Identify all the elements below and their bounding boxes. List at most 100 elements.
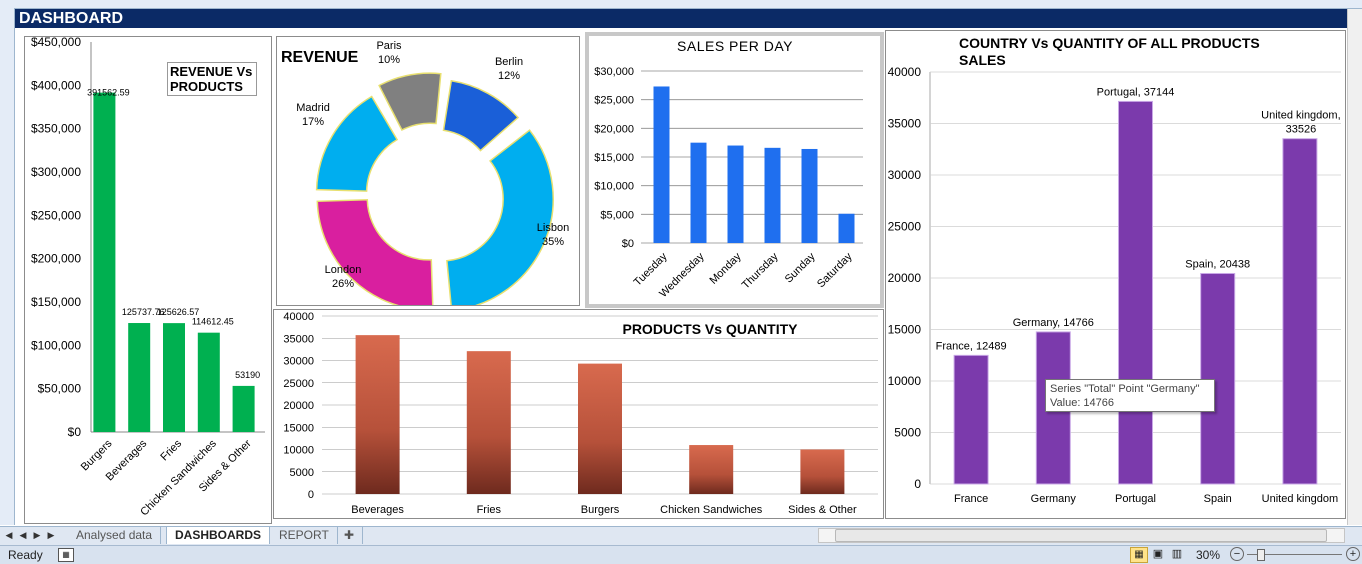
donut-slice — [378, 72, 442, 132]
horizontal-scroll-thumb[interactable] — [835, 529, 1327, 542]
y-tick-label: 25000 — [283, 378, 314, 390]
page-break-icon[interactable]: ▥ — [1171, 548, 1183, 560]
slice-label: Lisbon — [537, 222, 569, 234]
y-tick-label: 40000 — [283, 311, 314, 323]
data-label: 391562.59 — [87, 88, 130, 98]
first-sheet-icon[interactable]: ◀ — [5, 530, 13, 540]
tooltip-value: Value: 14766 — [1050, 397, 1115, 409]
bar — [466, 351, 511, 494]
y-tick-label: $200,000 — [31, 252, 81, 266]
zoom-slider-thumb[interactable] — [1257, 549, 1265, 561]
data-label: 53190 — [235, 370, 260, 380]
y-tick-label: 10000 — [283, 445, 314, 457]
x-tick-label: Spain — [1204, 493, 1232, 505]
x-tick-label: Germany — [1031, 493, 1077, 505]
last-sheet-icon[interactable]: ▶ — [47, 530, 55, 540]
slice-percent: 10% — [378, 54, 400, 66]
next-sheet-icon[interactable]: ▶ — [33, 530, 41, 540]
revenue-products-title: REVENUE Vs PRODUCTS — [167, 62, 257, 96]
x-tick-label: Burgers — [581, 504, 620, 516]
donut-slice — [316, 199, 434, 311]
y-tick-label: 0 — [914, 477, 921, 491]
dashboard-title: DASHBOARD — [15, 9, 1347, 28]
tab-analysed-data[interactable]: Analysed data — [68, 527, 162, 544]
bar — [953, 354, 989, 485]
zoom-in-icon[interactable]: + — [1346, 547, 1360, 561]
vertical-scrollbar[interactable] — [1347, 9, 1362, 525]
y-tick-label: $15,000 — [594, 152, 634, 164]
data-label: 33526 — [1286, 124, 1317, 136]
chart-title: REVENUE — [281, 49, 359, 66]
data-label: 114612.45 — [192, 317, 234, 327]
y-tick-label: $300,000 — [31, 165, 81, 179]
slice-percent: 26% — [332, 278, 354, 290]
tab-dashboards[interactable]: DASHBOARDS — [166, 527, 271, 544]
x-tick-label: Tuesday — [632, 250, 670, 288]
title-line-2: PRODUCTS — [170, 79, 243, 94]
products-quantity-chart[interactable]: PRODUCTS Vs QUANTITY 0 5000 10000 15000 20000… — [273, 309, 884, 519]
data-label: Spain, 20438 — [1185, 258, 1250, 270]
country-quantity-chart[interactable]: COUNTRY Vs QUANTITY OF ALL PRODUCTS SALES… — [885, 30, 1346, 519]
zoom-level[interactable]: 30% — [1196, 548, 1221, 562]
bar — [653, 86, 670, 243]
y-tick-label: 35000 — [888, 117, 922, 131]
x-tick-label: Fries — [158, 437, 184, 463]
bar — [764, 147, 781, 243]
insert-sheet-icon[interactable]: ✚ — [336, 527, 363, 544]
y-tick-label: 30000 — [283, 356, 314, 368]
bar — [578, 363, 622, 494]
data-label: 125626.57 — [157, 307, 200, 317]
tab-report[interactable]: REPORT — [271, 527, 338, 544]
bar — [800, 449, 845, 494]
zoom-slider-track[interactable] — [1247, 554, 1342, 555]
chart-title: SALES PER DAY — [677, 38, 793, 54]
data-label: France, 12489 — [936, 340, 1007, 352]
prev-sheet-icon[interactable]: ◀ — [19, 530, 27, 540]
bar — [727, 145, 744, 243]
x-tick-label: Fries — [477, 504, 502, 516]
bar — [93, 92, 116, 432]
normal-view-icon[interactable]: ▦ — [1130, 547, 1148, 563]
x-tick-label: Thursday — [740, 250, 781, 291]
y-tick-label: $0 — [68, 425, 82, 439]
revenue-donut-svg: REVENUE Berlin 12% Lisbon 35% London 26% Madrid… — [281, 40, 569, 312]
row-header-strip[interactable] — [0, 8, 15, 525]
slice-percent: 35% — [542, 236, 564, 248]
sales-per-day-svg: SALES PER DAY $0 $5,000 $10,000 $15,000 $20,0… — [594, 38, 863, 300]
revenue-donut-chart[interactable]: REVENUE Berlin 12% Lisbon 35% London 26% Madrid… — [276, 36, 580, 312]
page-layout-icon[interactable]: ▣ — [1152, 548, 1164, 560]
donut-slice — [315, 95, 399, 192]
x-tick-label: Portugal — [1115, 493, 1156, 505]
zoom-out-icon[interactable]: − — [1230, 547, 1244, 561]
sales-per-day-chart[interactable]: SALES PER DAY $0 $5,000 $10,000 $15,000 $20,0… — [585, 32, 884, 308]
slice-percent: 12% — [498, 70, 520, 82]
x-tick-label: Sides & Other — [788, 504, 857, 516]
chart-tooltip: Series "Total" Point "Germany" Value: 14… — [1045, 379, 1215, 412]
y-tick-label: $5,000 — [600, 209, 634, 221]
x-tick-label: Chicken Sandwiches — [660, 504, 763, 516]
status-ready: Ready — [8, 548, 43, 562]
slice-label: Paris — [376, 40, 402, 52]
y-tick-label: 0 — [308, 489, 314, 501]
x-tick-label: France — [954, 493, 988, 505]
x-tick-label: Monday — [707, 250, 744, 287]
bar — [128, 323, 151, 432]
y-tick-label: $50,000 — [38, 382, 82, 396]
slice-percent: 17% — [302, 116, 324, 128]
macro-record-icon[interactable]: ▦ — [58, 548, 74, 562]
revenue-products-chart[interactable]: $0 $50,000 $100,000 $150,000 $200,000 $250,00… — [24, 35, 272, 524]
y-tick-label: $30,000 — [594, 66, 634, 78]
y-tick-label: 30000 — [888, 168, 922, 182]
revenue-products-svg: $0 $50,000 $100,000 $150,000 $200,000 $250,00… — [31, 35, 265, 518]
y-tick-label: $20,000 — [594, 123, 634, 135]
y-tick-label: 15000 — [888, 323, 922, 337]
y-tick-label: 10000 — [888, 374, 922, 388]
column-header-strip[interactable] — [0, 0, 1362, 9]
y-tick-label: $0 — [622, 238, 634, 250]
data-label: Germany, 14766 — [1013, 317, 1094, 329]
country-quantity-svg: COUNTRY Vs QUANTITY OF ALL PRODUCTSSALES… — [888, 35, 1341, 505]
bar — [197, 332, 220, 432]
donut-slice — [442, 79, 520, 152]
chart-title: PRODUCTS Vs QUANTITY — [622, 321, 798, 337]
bar — [355, 335, 400, 494]
